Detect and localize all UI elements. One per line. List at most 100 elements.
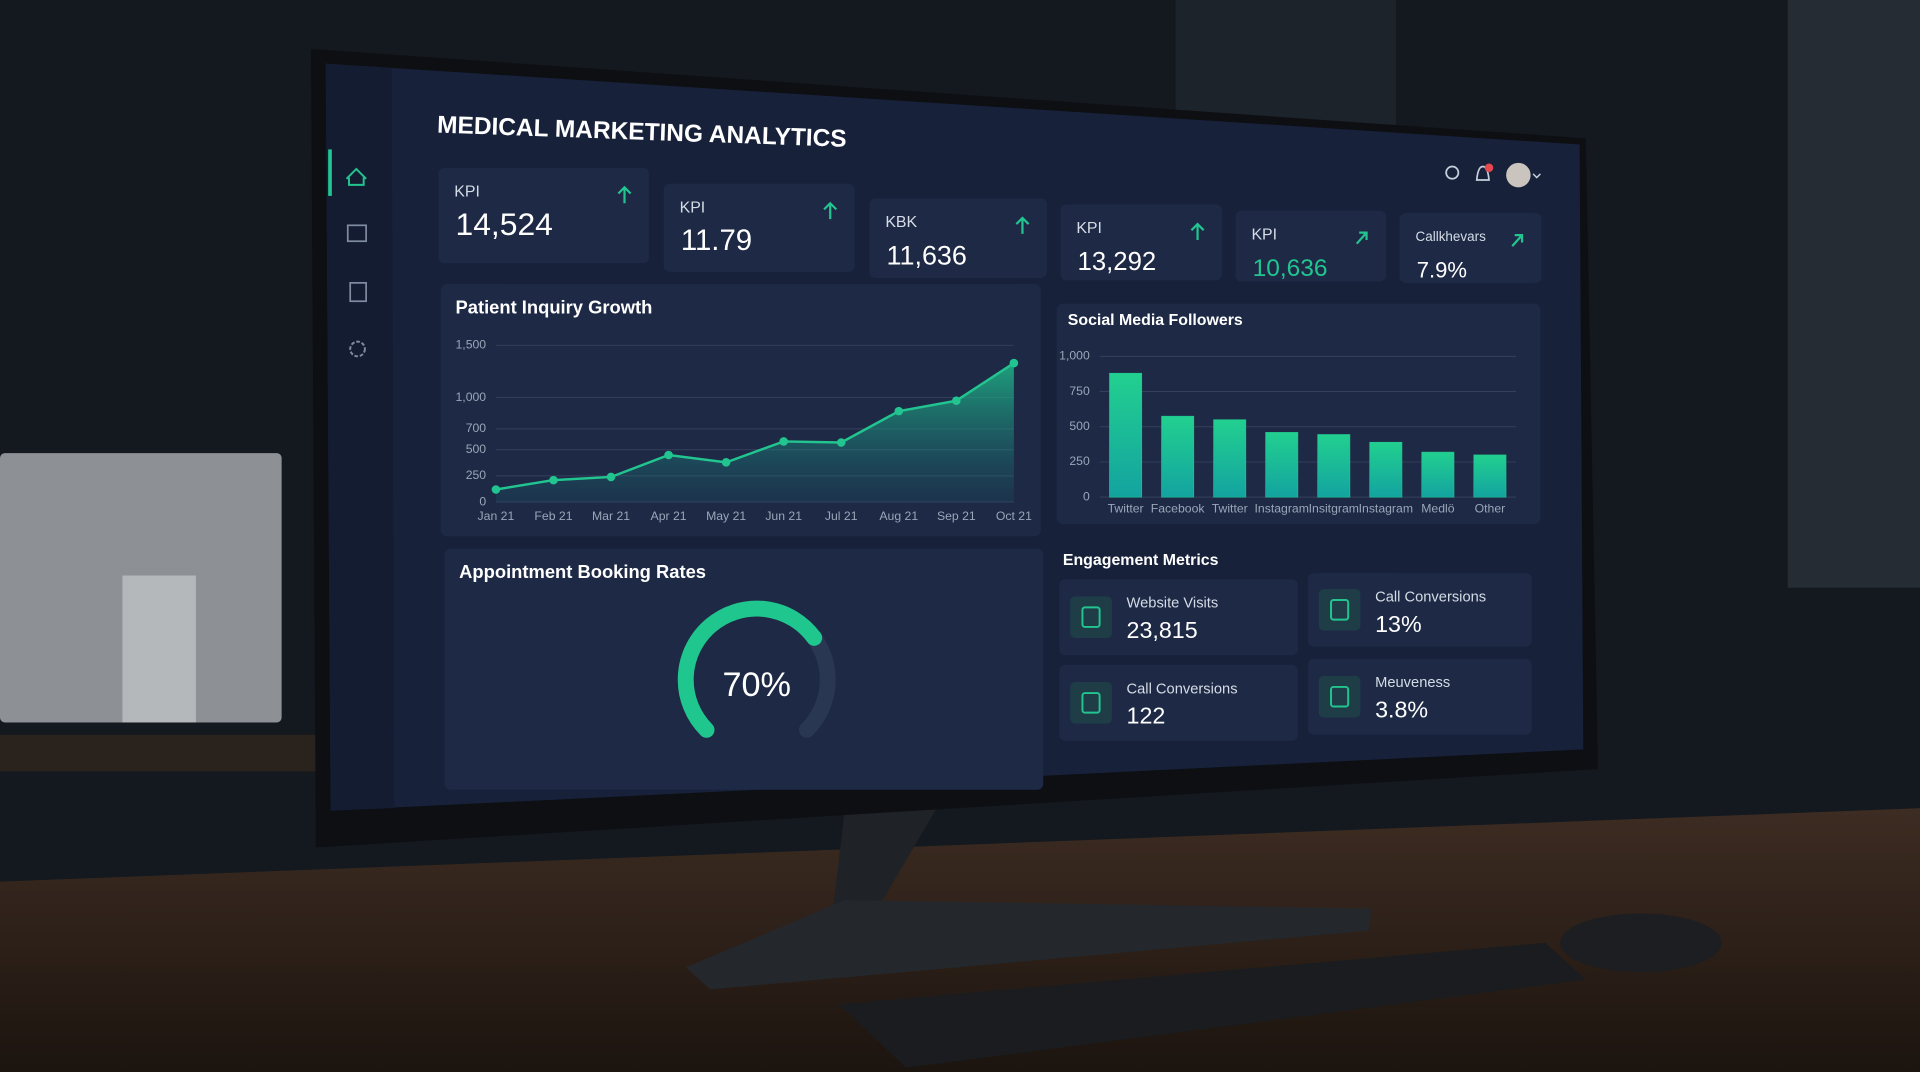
keyboard (838, 942, 1586, 1068)
x-tick-label: Jan 21 (478, 509, 515, 523)
metric-value: 122 (1127, 703, 1166, 729)
kpi-value: 11,636 (887, 240, 967, 270)
home-icon[interactable] (345, 167, 367, 186)
y-tick-label: 500 (466, 442, 487, 456)
x-tick-label: Other (1475, 502, 1506, 516)
bar (1265, 432, 1299, 498)
card (444, 548, 1044, 790)
x-tick-label: Apr 21 (651, 509, 687, 523)
point (549, 475, 558, 485)
report-icon[interactable] (349, 282, 367, 303)
x-tick-label: Instagram (1359, 502, 1413, 516)
metric-value: 3.8% (1375, 697, 1428, 723)
trend-arrow (1190, 222, 1205, 241)
kpi-label: KPI (1076, 220, 1102, 237)
y-tick-label: 1,000 (1059, 349, 1090, 363)
gauge-label: 70% (722, 666, 791, 704)
section-title: Engagement Metrics (1063, 552, 1219, 569)
mouse (1560, 913, 1722, 973)
card (869, 198, 1047, 278)
card (1307, 573, 1532, 647)
trend-arrow (617, 185, 632, 204)
x-tick-label: Jul 21 (825, 509, 858, 523)
list-icon[interactable] (346, 224, 367, 243)
trend-arrow (1511, 234, 1524, 247)
search-icon[interactable] (1445, 165, 1460, 180)
line (495, 362, 1015, 491)
settings-icon[interactable] (349, 340, 366, 358)
x-tick-label: Insitgram (1309, 502, 1359, 516)
x-tick-label: Mar 21 (592, 509, 630, 523)
bell-icon[interactable] (1475, 165, 1490, 181)
kpi-label: KPI (1251, 226, 1277, 243)
kpi-value: 7.9% (1417, 258, 1467, 283)
y-tick-label: 750 (1069, 384, 1090, 398)
kpi-label: KBK (885, 214, 917, 231)
card (1399, 213, 1542, 283)
area (495, 363, 1014, 503)
x-tick-label: Facebook (1151, 502, 1206, 516)
chart-title: Appointment Booking Rates (459, 561, 706, 582)
kpi-label: KPI (680, 199, 706, 216)
point (491, 485, 501, 494)
point (1009, 358, 1019, 368)
card (1060, 204, 1223, 281)
card (1307, 658, 1532, 735)
y-tick-label: 500 (1069, 419, 1090, 433)
y-tick-label: 700 (466, 421, 487, 435)
metric-icon-glyph (1081, 692, 1101, 714)
chart-title: Patient Inquiry Growth (456, 296, 653, 317)
y-tick-label: 250 (466, 468, 487, 482)
point (606, 472, 616, 482)
bar (1213, 419, 1247, 498)
metric-value: 13% (1375, 611, 1422, 637)
kpi-value: 11.79 (681, 224, 752, 257)
card (1059, 579, 1298, 656)
sidebar (325, 63, 395, 811)
avatar[interactable] (1506, 162, 1531, 188)
x-tick-label: Twitter (1212, 502, 1248, 516)
card (438, 167, 649, 264)
x-tick-label: Sep 21 (937, 509, 976, 523)
point (894, 406, 904, 416)
metric-label: Website Visits (1127, 596, 1219, 612)
notification-dot (1484, 163, 1494, 173)
bar (1161, 415, 1195, 498)
metric-icon (1070, 596, 1112, 638)
window (1787, 0, 1920, 588)
y-tick-label: 0 (479, 494, 486, 508)
bar (1317, 434, 1351, 498)
point (664, 450, 673, 460)
metric-icon (1318, 675, 1361, 718)
kpi-label: KPI (454, 183, 480, 200)
metric-label: Call Conversions (1375, 589, 1486, 605)
point (721, 458, 731, 467)
kpi-value: 14,524 (456, 206, 553, 242)
avatar-caret[interactable] (1532, 173, 1541, 179)
y-tick-label: 1,000 (456, 390, 487, 404)
x-tick-label: Twitter (1108, 502, 1144, 516)
x-tick-label: Feb 21 (534, 509, 572, 523)
point (952, 396, 961, 405)
x-tick-label: Instagram (1255, 502, 1309, 516)
background-stand (122, 575, 196, 723)
bar (1473, 454, 1507, 498)
dashboard: KPI 14,524 KPI 11.79 KBK 11,636 KPI 13,292 KPI 10… (438, 167, 1542, 790)
x-tick-label: Medlö (1421, 502, 1455, 516)
card (663, 183, 855, 272)
trend-arrow (1355, 231, 1368, 245)
metric-label: Meuveness (1375, 675, 1450, 691)
metric-value: 23,815 (1127, 617, 1198, 643)
point (836, 438, 846, 447)
trend-arrow (1015, 216, 1030, 234)
metric-icon-glyph (1081, 606, 1101, 628)
x-tick-label: May 21 (706, 509, 746, 523)
bar (1421, 451, 1455, 498)
x-tick-label: Jun 21 (765, 509, 802, 523)
metric-icon-glyph (1330, 599, 1350, 621)
background-desk (0, 734, 368, 772)
x-tick-label: Aug 21 (879, 509, 918, 523)
x-tick-label: Oct 21 (996, 509, 1032, 523)
metric-icon (1318, 588, 1361, 631)
